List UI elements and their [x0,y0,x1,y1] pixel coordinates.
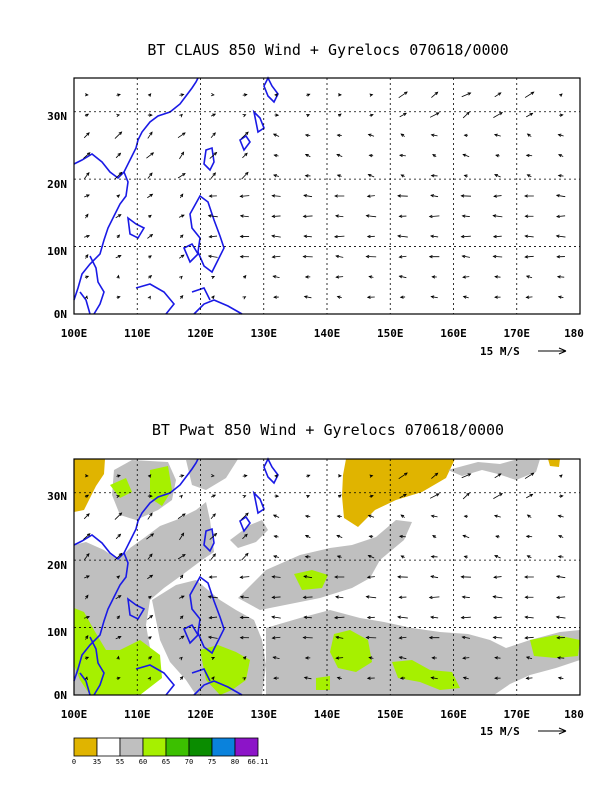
colorbar-swatch [143,738,166,756]
colorbar-swatch [166,738,189,756]
panel-top-y-ticks: 0N 10N 20N 30N [47,110,67,321]
colorbar-label: 80 [231,758,239,766]
colorbar-label: 66.11 [247,758,268,766]
x-tick-label: 110E [124,327,151,340]
y-tick-label: 0N [54,689,67,702]
x-tick-label: 110E [124,708,151,721]
colorbar-swatch [212,738,235,756]
x-tick-label: 160E [440,327,467,340]
colorbar-swatch [97,738,120,756]
panel-bottom-reference-vector: 15 M/S [480,725,566,738]
x-tick-label: 140E [314,708,341,721]
colorbar-label: 65 [162,758,170,766]
x-tick-label: 100E [61,708,88,721]
x-tick-label: 160E [440,708,467,721]
panel-top-x-ticks: 100E 110E 120E 130E 140E 150E 160E 170E … [61,327,584,340]
colorbar-label: 35 [93,758,101,766]
x-tick-label: 140E [314,327,341,340]
y-tick-label: 10N [47,245,67,258]
y-tick-label: 20N [47,178,67,191]
panel-top-claus-wind: BT CLAUS 850 Wind + Gyrelocs 070618/0000… [47,41,584,358]
x-tick-label: 170E [504,708,531,721]
x-tick-label: 170E [504,327,531,340]
colorbar-label: 0 [72,758,76,766]
colorbar-label: 75 [208,758,216,766]
colorbar-label: 70 [185,758,193,766]
panel-bottom-y-ticks: 0N 10N 20N 30N [47,490,67,702]
panel-top-title: BT CLAUS 850 Wind + Gyrelocs 070618/0000 [147,41,508,59]
x-tick-label: 180 [564,327,584,340]
y-tick-label: 30N [47,110,67,123]
colorbar-swatch [235,738,258,756]
panel-bottom-pwat-wind: BT Pwat 850 Wind + Gyrelocs 070618/0000 [47,421,584,766]
x-tick-label: 130E [251,327,278,340]
x-tick-label: 120E [187,327,214,340]
x-tick-label: 100E [61,327,88,340]
x-tick-label: 150E [377,327,404,340]
reference-vector-label: 15 M/S [480,345,520,358]
panel-bottom-x-ticks: 100E 110E 120E 130E 140E 150E 160E 170E … [61,708,584,721]
reference-vector-label: 15 M/S [480,725,520,738]
colorbar-label: 60 [139,758,147,766]
pwat-shade-green [316,676,330,690]
y-tick-label: 30N [47,490,67,503]
colorbar-swatch [189,738,212,756]
y-tick-label: 20N [47,559,67,572]
x-tick-label: 130E [251,708,278,721]
pwat-colorbar: 0 35 55 60 65 70 75 80 66.11 [72,738,269,766]
colorbar-label: 55 [116,758,124,766]
y-tick-label: 0N [54,308,67,321]
colorbar-swatch [120,738,143,756]
x-tick-label: 120E [187,708,214,721]
x-tick-label: 180 [564,708,584,721]
y-tick-label: 10N [47,626,67,639]
panel-top-reference-vector: 15 M/S [480,345,566,358]
colorbar-swatch [74,738,97,756]
x-tick-label: 150E [377,708,404,721]
panel-bottom-title: BT Pwat 850 Wind + Gyrelocs 070618/0000 [152,421,504,439]
